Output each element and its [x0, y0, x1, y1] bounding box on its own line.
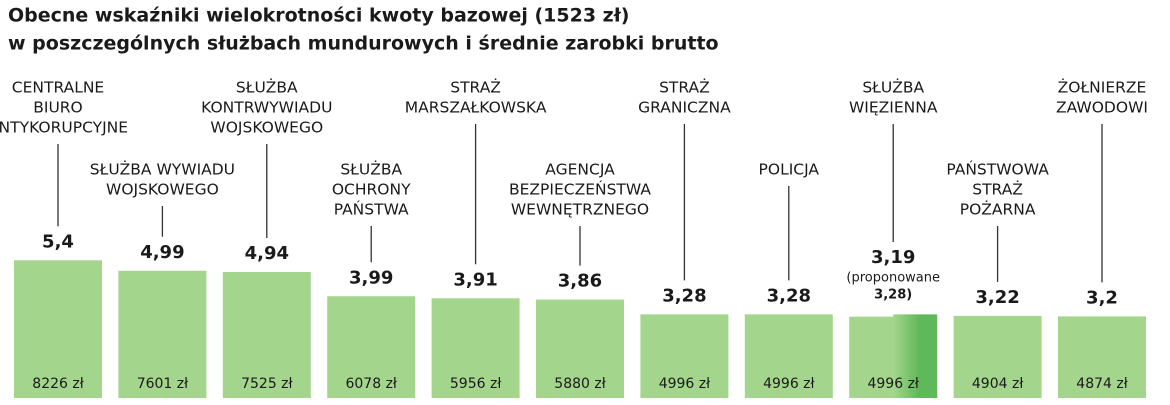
bar: [14, 260, 102, 398]
bar: [222, 272, 311, 398]
value-label: 3,2: [1086, 287, 1118, 308]
proposed-label: 3,28): [874, 288, 912, 303]
value-label: 3,22: [975, 287, 1019, 308]
bar: [953, 315, 1042, 398]
bar: [536, 299, 624, 398]
value-label: 4,99: [140, 242, 184, 263]
value-label: 3,91: [453, 269, 497, 290]
category-label: WOJSKOWEGO: [106, 181, 219, 199]
salary-label: 4996 zł: [867, 376, 918, 392]
category-label: ŻOŁNIERZE: [1058, 78, 1147, 97]
salary-label: 4996 zł: [763, 376, 814, 392]
category-label: MARSZAŁKOWSKA: [405, 99, 547, 117]
category-label: PAŃSTWA: [334, 200, 409, 219]
bar: [431, 298, 520, 398]
bar: [640, 314, 729, 398]
category-label: WOJSKOWEGO: [210, 119, 323, 137]
category-label: BIURO: [33, 99, 83, 117]
chart-title: Obecne wskaźniki wielokrotności kwoty ba…: [8, 5, 629, 27]
bar: [118, 270, 207, 398]
category-label: SŁUŻBA WYWIADU: [90, 160, 235, 179]
category-label: POŻARNA: [960, 200, 1036, 219]
category-label: OCHRONY: [332, 181, 411, 199]
category-label: SŁUŻBA: [862, 78, 924, 97]
bar: [327, 296, 416, 398]
chart-title: w poszczególnych służbach mundurowych i …: [8, 33, 719, 55]
category-label: SŁUŻBA: [236, 78, 298, 97]
salary-label: 7525 zł: [241, 376, 292, 392]
category-label: SŁUŻBA: [340, 160, 402, 179]
salary-label: 5880 zł: [554, 376, 605, 392]
salary-label: 4996 zł: [659, 376, 710, 392]
category-label: ZAWODOWI: [1056, 99, 1148, 117]
category-label: ANTYKORUPCYJNE: [0, 119, 128, 137]
salary-label: 6078 zł: [345, 376, 396, 392]
category-label: WIĘZIENNA: [849, 99, 938, 117]
value-label: 3,19: [871, 247, 915, 268]
salary-label: 4874 zł: [1076, 376, 1127, 392]
category-label: WEWNĘTRZNEGO: [511, 201, 649, 219]
bar: [1058, 316, 1146, 398]
category-label: AGENCJA: [545, 161, 615, 179]
value-label: 5,4: [42, 231, 74, 252]
value-label: 4,94: [245, 243, 289, 264]
value-label: 3,28: [662, 285, 706, 306]
category-label: KONTRWYWIADU: [201, 99, 332, 117]
category-label: PAŃSTWOWA: [946, 160, 1049, 179]
category-label: STRAŻ: [450, 78, 501, 97]
salary-label: 8226 zł: [32, 376, 83, 392]
value-label: 3,86: [558, 271, 602, 292]
category-label: CENTRALNE: [12, 79, 104, 97]
category-label: POLICJA: [759, 161, 820, 179]
proposed-bar: [893, 314, 938, 398]
bar: [744, 314, 833, 398]
category-label: STRAŻ: [972, 180, 1023, 199]
value-label: 3,99: [349, 267, 393, 288]
annotation: (proponowane: [846, 271, 940, 286]
salary-label: 7601 zł: [137, 376, 188, 392]
category-label: GRANICZNA: [638, 99, 731, 117]
salary-label: 4904 zł: [972, 376, 1023, 392]
salary-label: 5956 zł: [450, 376, 501, 392]
category-label: STRAŻ: [659, 78, 710, 97]
category-label: BEZPIECZEŃSTWA: [509, 180, 651, 199]
value-label: 3,28: [767, 285, 811, 306]
